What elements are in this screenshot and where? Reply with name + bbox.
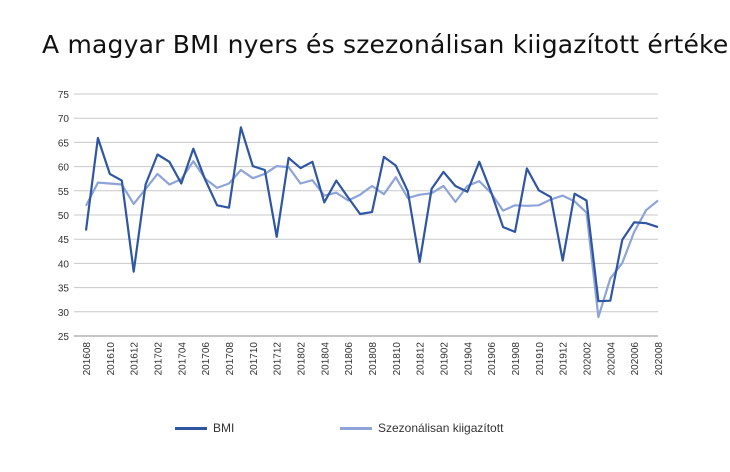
x-tick-label: 201702 <box>154 342 165 376</box>
y-tick-label: 45 <box>58 235 70 246</box>
legend-item-bmi: BMI <box>175 421 234 435</box>
legend-label-bmi: BMI <box>213 421 235 435</box>
x-tick-label: 201908 <box>511 342 522 376</box>
x-tick-label: 201608 <box>82 342 93 376</box>
series-lines <box>84 126 659 319</box>
x-tick-label: 201706 <box>201 342 212 376</box>
x-tick-label: 201902 <box>440 342 451 376</box>
x-tick-label: 201808 <box>368 342 379 376</box>
y-tick-label: 60 <box>58 163 70 174</box>
x-tick-label: 202006 <box>630 342 641 376</box>
x-tick-label: 201804 <box>320 342 331 376</box>
x-tick-label: 202002 <box>583 342 594 376</box>
x-tick-label: 201806 <box>344 342 355 376</box>
x-tick-label: 201812 <box>416 342 427 376</box>
legend-item-szezonalisan: Szezonálisan kiigazított <box>340 421 503 435</box>
x-tick-label: 201712 <box>273 342 284 376</box>
y-tick-label: 75 <box>58 90 70 101</box>
series-line-szezonalisan <box>85 160 659 319</box>
y-tick-label: 55 <box>58 187 70 198</box>
x-tick-label: 201802 <box>297 342 308 376</box>
x-tick-label: 201810 <box>392 342 403 376</box>
x-tick-label: 201904 <box>463 342 474 376</box>
y-axis-ticks: 25 30 35 40 45 50 55 60 65 70 75 <box>58 90 70 343</box>
x-tick-label: 201612 <box>130 342 141 376</box>
chart-title: A magyar BMI nyers és szezonálisan kiiga… <box>42 30 729 59</box>
series-line-bmi <box>84 126 659 303</box>
y-tick-label: 25 <box>58 332 70 343</box>
x-tick-label: 202004 <box>606 342 617 376</box>
legend-swatch-szezonalisan <box>340 426 372 430</box>
x-tick-label: 201610 <box>106 342 117 376</box>
y-tick-label: 65 <box>58 138 70 149</box>
x-tick-label: 201704 <box>177 342 188 376</box>
y-tick-label: 50 <box>58 211 70 222</box>
legend-label-szezonalisan: Szezonálisan kiigazított <box>378 421 504 435</box>
x-tick-label: 201710 <box>249 342 260 376</box>
y-tick-label: 70 <box>58 114 70 125</box>
legend-swatch-bmi <box>175 426 207 430</box>
x-tick-label: 201912 <box>559 342 570 376</box>
x-tick-label: 201906 <box>487 342 498 376</box>
x-axis-ticks: 201608 201610 201612 201702 201704 201706 2017… <box>82 342 665 376</box>
x-tick-label: 201708 <box>225 342 236 376</box>
y-tick-label: 35 <box>58 284 70 295</box>
y-tick-label: 40 <box>58 259 70 270</box>
x-tick-label: 202008 <box>654 342 665 376</box>
y-tick-label: 30 <box>58 308 70 319</box>
x-tick-label: 201910 <box>535 342 546 376</box>
